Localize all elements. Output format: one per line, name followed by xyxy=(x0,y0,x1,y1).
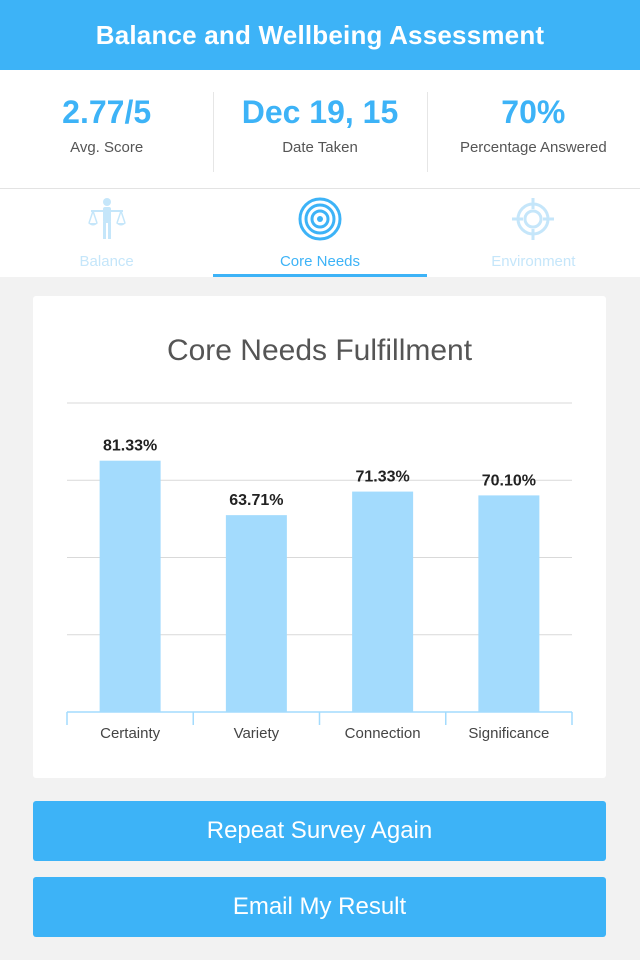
chart-title: Core Needs Fulfillment xyxy=(166,334,473,367)
summary-stats: 2.77/5 Avg. Score Dec 19, 15 Date Taken … xyxy=(0,70,640,189)
percentage-answered-value: 70% xyxy=(501,94,566,130)
avg-score-value: 2.77/5 xyxy=(62,94,152,130)
stat-percentage-answered: 70% Percentage Answered xyxy=(426,70,640,188)
date-taken-label: Date Taken xyxy=(282,139,358,156)
tab-environment[interactable]: Environment xyxy=(427,189,640,277)
x-tick-label: Variety xyxy=(234,725,280,742)
repeat-survey-label: Repeat Survey Again xyxy=(206,817,433,844)
data-label: 71.33% xyxy=(355,469,409,486)
email-result-label: Email My Result xyxy=(232,893,407,920)
tab-balance[interactable]: Balance xyxy=(0,189,213,277)
bar-connection xyxy=(352,491,414,712)
tab-core-needs[interactable]: Core Needs xyxy=(213,189,427,277)
tab-core-needs-label: Core Needs xyxy=(279,253,361,270)
data-label: 81.33% xyxy=(103,438,157,455)
page-title: Balance and Wellbeing Assessment xyxy=(95,19,545,50)
bar-significance xyxy=(478,495,540,712)
x-tick-label: Significance xyxy=(468,725,549,742)
tab-bar: Balance Core Needs Environment xyxy=(0,189,640,277)
email-result-button[interactable]: Email My Result xyxy=(33,877,606,937)
bar-variety xyxy=(225,515,287,712)
bar-chart: 81.33% Certainty 63.71% Variety 71.33% Connec… xyxy=(66,402,573,742)
avg-score-label: Avg. Score xyxy=(70,139,144,156)
bar-certainty xyxy=(99,460,161,712)
repeat-survey-button[interactable]: Repeat Survey Again xyxy=(33,801,606,861)
app-header: Balance and Wellbeing Assessment xyxy=(0,0,640,70)
date-taken-value: Dec 19, 15 xyxy=(241,94,399,130)
crosshair-icon xyxy=(512,198,555,240)
balance-person-icon xyxy=(87,198,126,239)
stat-date-taken: Dec 19, 15 Date Taken xyxy=(213,70,426,188)
percentage-answered-label: Percentage Answered xyxy=(459,139,607,156)
data-label: 63.71% xyxy=(229,492,283,509)
tab-environment-label: Environment xyxy=(491,253,576,270)
x-tick-label: Certainty xyxy=(100,725,161,742)
stat-avg-score: 2.77/5 Avg. Score xyxy=(0,70,213,188)
tab-balance-label: Balance xyxy=(79,253,134,270)
chart-card: Core Needs Fulfillment 81.33% Certainty 63… xyxy=(33,296,606,778)
data-label: 70.10% xyxy=(482,472,536,489)
target-icon xyxy=(298,197,342,241)
x-tick-label: Connection xyxy=(345,725,421,742)
